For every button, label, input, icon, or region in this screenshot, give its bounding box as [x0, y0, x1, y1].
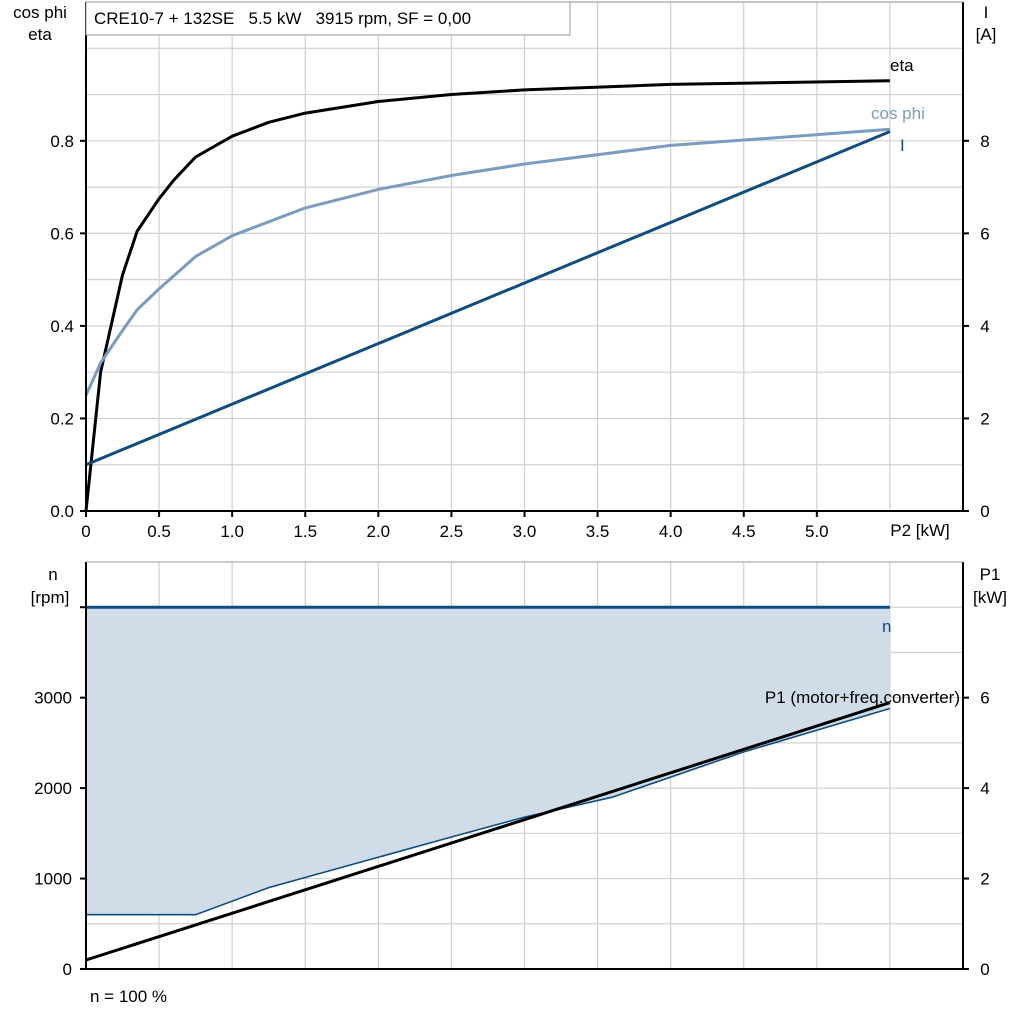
ylabel-left-2: eta: [28, 25, 52, 44]
label-cos-phi: cos phi: [871, 104, 925, 123]
footer-note: n = 100 %: [90, 987, 167, 1006]
x-tick-label: 5.0: [805, 522, 829, 541]
y-left-tick-label: 0.0: [50, 502, 74, 521]
bottom-y-left-tick-label: 3000: [34, 689, 72, 708]
x-tick-label: 1.0: [220, 522, 244, 541]
x-tick-label: 2.5: [440, 522, 464, 541]
series-eta-line: [84, 79, 890, 512]
n-min-line: [86, 707, 891, 916]
y-left-tick-label: 0.2: [50, 409, 74, 428]
series-I-line: [85, 130, 891, 467]
bottom-y-right-tick-label: 6: [980, 689, 989, 708]
bottom-y-left-tick-label: 0: [63, 960, 72, 979]
label-eta: eta: [890, 56, 914, 75]
y-left-tick-label: 0.6: [50, 224, 74, 243]
x-tick-label: 0.5: [147, 522, 171, 541]
ylabel-right-2: [A]: [976, 25, 997, 44]
y-left-tick-label: 0.4: [50, 317, 74, 336]
title-box: [85, 1, 571, 36]
x-tick-label: 3.5: [586, 522, 610, 541]
x-tick-label: 4.0: [659, 522, 683, 541]
bottom-y-left-tick-label: 2000: [34, 779, 72, 798]
bottom-y-right-tick-label: 0: [980, 960, 989, 979]
x-tick-label: 0: [81, 522, 90, 541]
tick-labels: 0 0.5 1.0 1.5 2.0 2.5 3.0 3.5 4.0 4.5 5.0 0.0 0.2 0.4…: [34, 132, 990, 979]
y-right-tick-label: 4: [980, 317, 989, 336]
chart-title: CRE10-7 + 132SE 5.5 kW 3915 rpm, SF = 0,…: [94, 9, 471, 28]
x-tick-label: 3.0: [513, 522, 537, 541]
x-tick-label: 2.0: [367, 522, 391, 541]
speed-range-area: [86, 607, 890, 915]
bottom-y-left-tick-label: 1000: [34, 870, 72, 889]
y-right-tick-label: 0: [980, 502, 989, 521]
y-right-tick-label: 8: [980, 132, 989, 151]
x-tick-label: 1.5: [293, 522, 317, 541]
series-cos-phi-line: [84, 127, 891, 396]
label-p1: P1 (motor+freq.converter): [765, 688, 960, 707]
bottom-y-right-tick-label: 2: [980, 870, 989, 889]
label-n: n: [882, 617, 891, 636]
bottom-ylabel-right-2: [kW]: [973, 588, 1007, 607]
bottom-y-right-tick-label: 4: [980, 779, 989, 798]
series-lines: [84, 79, 891, 962]
y-right-tick-label: 6: [980, 224, 989, 243]
p1-line: [85, 701, 891, 962]
xlabel: P2 [kW]: [890, 521, 950, 540]
y-right-tick-label: 2: [980, 409, 989, 428]
bottom-ylabel-left-1: n: [48, 565, 57, 584]
ylabel-left-1: cos phi: [13, 3, 67, 22]
ylabel-right-1: I: [984, 3, 989, 22]
bottom-ylabel-right-1: P1: [980, 565, 1001, 584]
bottom-ylabel-left-2: [rpm]: [31, 588, 70, 607]
x-tick-label: 4.5: [732, 522, 756, 541]
bottom-axes: [85, 562, 964, 970]
top-grid: [86, 1, 963, 511]
y-left-tick-label: 0.8: [50, 132, 74, 151]
label-i: I: [900, 136, 905, 155]
